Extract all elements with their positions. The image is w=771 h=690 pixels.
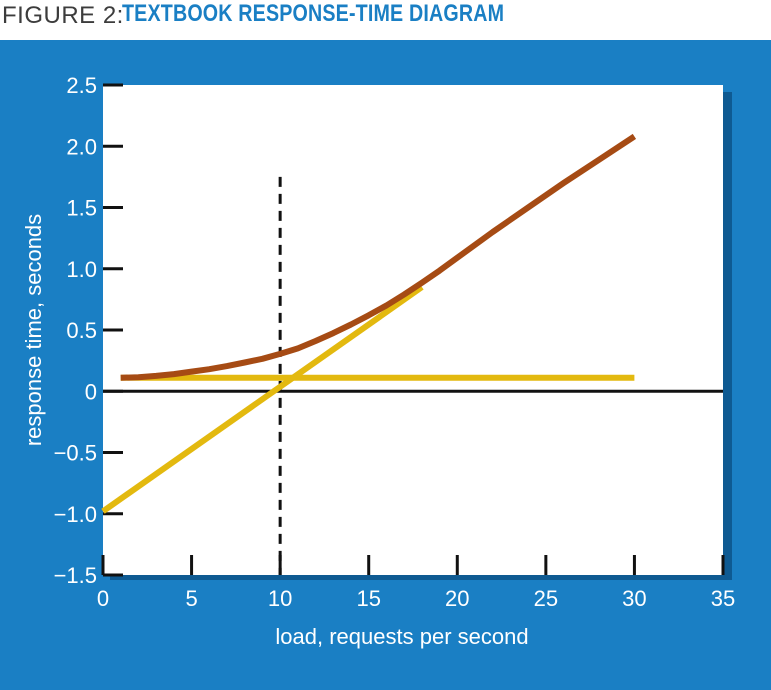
y-tick-label: −1.0 <box>54 502 97 527</box>
series-asymptote-linear <box>101 284 424 514</box>
figure-header: FIGURE 2: TEXTBOOK RESPONSE-TIME DIAGRAM <box>0 0 771 40</box>
response-time-chart: 2.52.01.51.00.50−0.5−1.0−1.50 5 10 15 20 25 30… <box>21 73 736 649</box>
x-tick-label: 20 <box>445 586 469 611</box>
axes-layer <box>101 83 725 577</box>
series-response-time-curve <box>120 133 637 381</box>
y-tick-label: −0.5 <box>54 441 97 466</box>
y-tick-label: 2.0 <box>66 134 97 159</box>
y-tick-label: 1.0 <box>66 257 97 282</box>
x-tick-label: 5 <box>185 586 197 611</box>
y-tick-label: 2.5 <box>66 73 97 98</box>
series-layer <box>101 133 637 514</box>
x-tick-label: 35 <box>711 586 735 611</box>
x-axis-label: load, requests per second <box>275 624 528 649</box>
chart-panel: 2.5 2.0 1.5 1.0 0.5 0 −0.5 −1.0 −1.5 0 5 10 15 20 25 30… <box>0 40 771 690</box>
tick-labels-layer: 2.52.01.51.00.50−0.5−1.0−1.50 5 10 15 20 25 30… <box>54 73 736 611</box>
y-tick-label: 0.5 <box>66 318 97 343</box>
x-tick-label: 15 <box>356 586 380 611</box>
figure-title: TEXTBOOK RESPONSE-TIME DIAGRAM <box>122 0 505 27</box>
plot-area <box>103 85 723 575</box>
figure-label: FIGURE 2: <box>2 2 124 29</box>
y-tick-label: 0 <box>85 379 97 404</box>
x-tick-label: 30 <box>622 586 646 611</box>
y-axis-label: response time, seconds <box>21 214 46 446</box>
x-tick-label: 10 <box>268 586 292 611</box>
y-tick-label: −1.5 <box>54 563 97 588</box>
x-tick-label: 0 <box>97 586 109 611</box>
x-tick-label: 25 <box>534 586 558 611</box>
y-tick-label: 1.5 <box>66 196 97 221</box>
